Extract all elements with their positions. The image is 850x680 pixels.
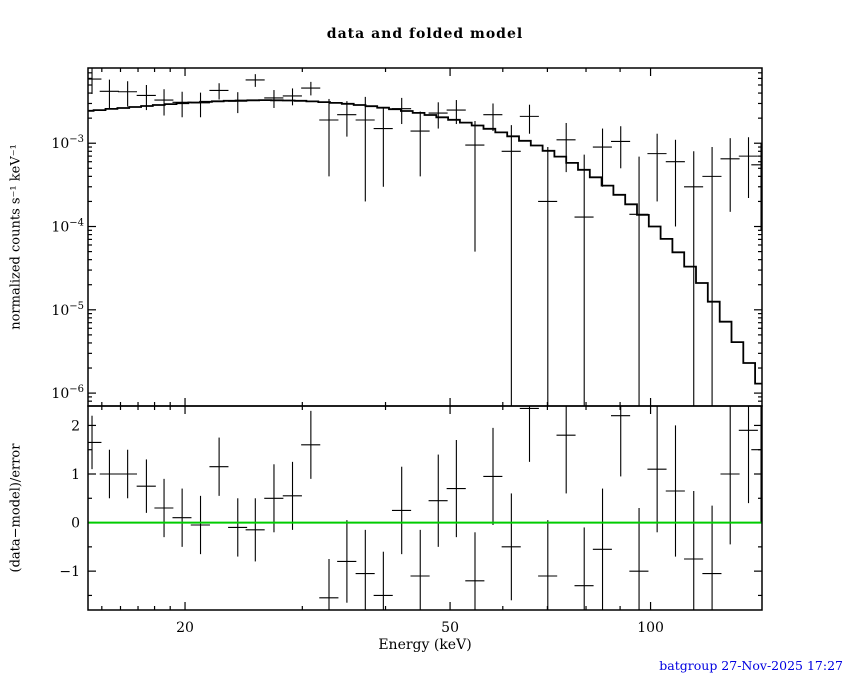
residual-data-points — [88, 406, 762, 610]
y-axis-label-top: normalized counts s⁻¹ keV⁻¹ — [8, 144, 24, 330]
svg-text:10−6: 10−6 — [51, 384, 84, 402]
svg-text:50: 50 — [441, 620, 459, 636]
svg-text:100: 100 — [637, 620, 664, 636]
svg-text:20: 20 — [176, 620, 194, 636]
timestamp-footer: batgroup 27-Nov-2025 17:27 — [659, 658, 843, 673]
spectrum-data-points — [88, 68, 762, 406]
plot-title: data and folded model — [326, 26, 524, 42]
svg-text:10−5: 10−5 — [51, 301, 84, 319]
svg-text:0: 0 — [71, 516, 80, 532]
tick-labels: 20 50 100 10−3 10−4 10−5 10−6 −1 0 1 2 — [51, 134, 664, 636]
folded-model-line — [88, 99, 762, 385]
svg-text:1: 1 — [71, 467, 80, 483]
x-axis-label: Energy (keV) — [378, 637, 472, 653]
bottom-panel-frame — [87, 405, 763, 611]
svg-text:−1: −1 — [59, 564, 80, 580]
svg-text:10−4: 10−4 — [51, 218, 84, 236]
y-axis-label-bottom: (data−model)/error — [8, 443, 24, 573]
svg-text:2: 2 — [71, 418, 80, 434]
axis-ticks — [88, 68, 762, 610]
svg-text:10−3: 10−3 — [51, 134, 84, 152]
